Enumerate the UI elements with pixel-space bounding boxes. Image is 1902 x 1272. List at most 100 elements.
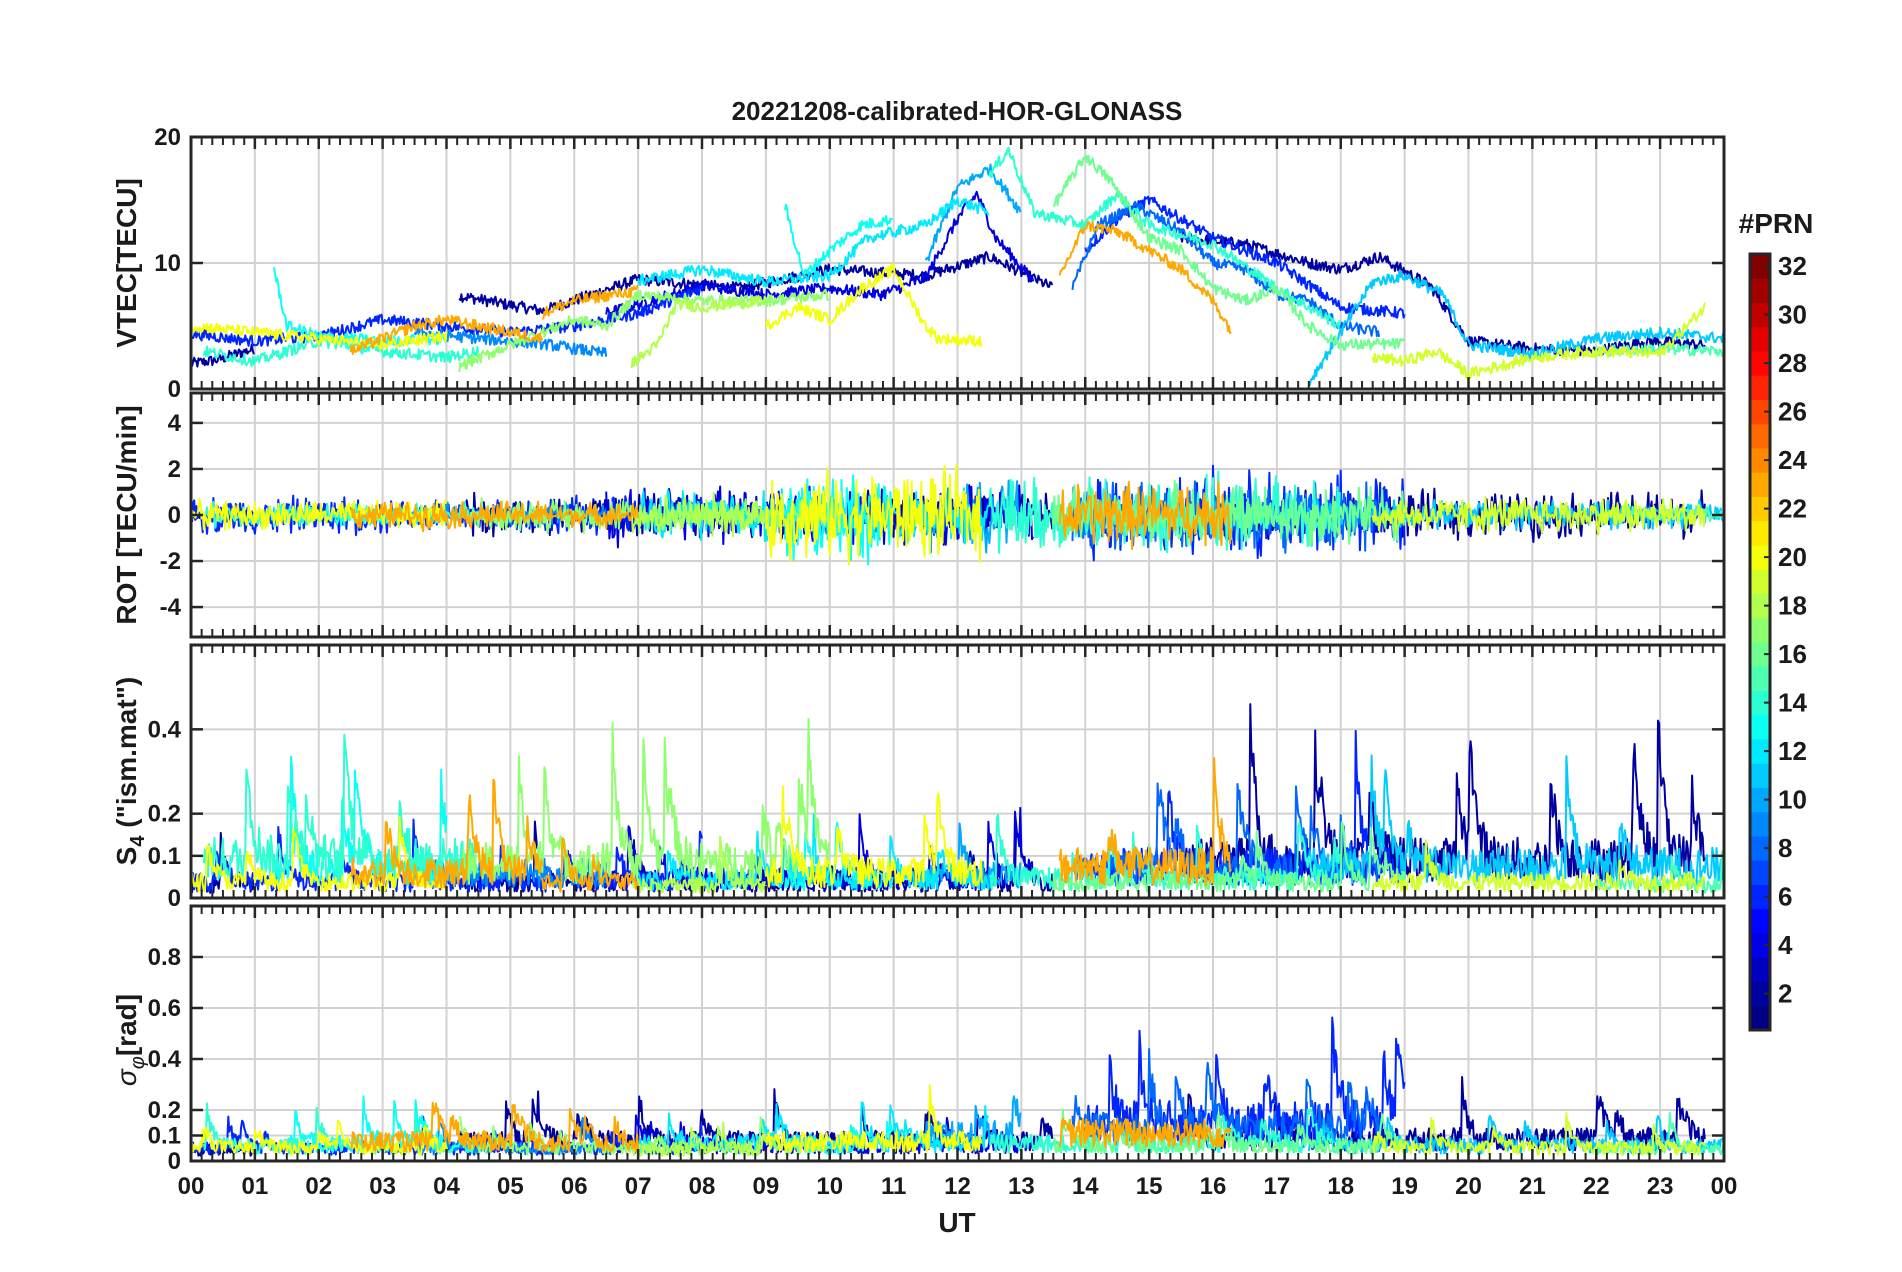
colorbar-cell (1750, 981, 1770, 1007)
ytick-label: 0.8 (148, 944, 181, 971)
colorbar-cell (1750, 1005, 1770, 1031)
panel-vtec-ytick-labels: 0 10 20 (154, 124, 181, 403)
colorbar-tick-label: 4 (1778, 930, 1793, 960)
series-line-prn-23 (349, 314, 544, 355)
colorbar-cells (1750, 254, 1770, 1031)
xtick-label: 11 (881, 1173, 906, 1200)
series-line-prn-18 (630, 491, 766, 538)
xtick-label: 14 (1072, 1173, 1099, 1200)
ytick-label: 0 (168, 885, 181, 912)
panel-sigphi-ylabel-main: σ (111, 1068, 142, 1086)
colorbar-cell (1750, 254, 1770, 279)
colorbar-tick-label: 22 (1778, 494, 1807, 524)
colorbar-cell (1750, 836, 1770, 861)
series-line-prn-19 (1371, 496, 1706, 536)
series-line-prn-13 (784, 203, 893, 276)
ytick-label: 0 (168, 1148, 181, 1175)
colorbar-tick-label: 6 (1778, 882, 1792, 912)
xtick-label: 08 (689, 1173, 716, 1200)
xtick-label: 15 (1136, 1173, 1163, 1200)
series-line-prn-15 (1595, 342, 1724, 358)
series-line-prn-20 (764, 785, 983, 889)
colorbar-cell (1750, 399, 1770, 425)
series-line-prn-23 (1058, 1117, 1233, 1149)
series-line-prn-19 (1371, 839, 1706, 893)
series-line-prn-16 (1053, 1108, 1406, 1155)
ytick-label: 10 (154, 250, 181, 277)
series-line-prn-14 (988, 1108, 1341, 1154)
series-line-prn-12 (637, 196, 990, 288)
panel-s4-lines (191, 703, 1724, 894)
panel-vtec-lines (191, 146, 1724, 386)
panel-sigphi-ylabel-sub: φ (127, 1056, 149, 1069)
xtick-label: 00 (178, 1173, 205, 1200)
series-line-prn-23 (349, 1101, 544, 1153)
colorbar-cell (1750, 448, 1770, 473)
xtick-label: 12 (944, 1173, 971, 1200)
panel-sigphi-frame (189, 904, 1726, 1163)
colorbar-cell (1750, 787, 1770, 813)
colorbar-cell (1750, 617, 1770, 643)
series-line-prn-20 (764, 1084, 983, 1153)
xtick-label: 05 (497, 1173, 524, 1200)
series-line-prn-10 (924, 163, 1022, 262)
colorbar-tick-label: 2 (1778, 979, 1792, 1009)
ytick-label: 0.2 (148, 801, 181, 828)
xtick-label: 01 (242, 1173, 269, 1200)
series-line-prn-16 (1052, 154, 1405, 352)
colorbar-cell (1750, 351, 1770, 376)
panel-vtec-ylabel: VTEC[TECU] (111, 178, 142, 348)
series-line-prn-17 (458, 718, 830, 885)
colorbar-cell (1750, 739, 1770, 764)
colorbar-tick-label: 32 (1778, 251, 1807, 281)
series-line-prn-18 (631, 835, 766, 894)
colorbar-cell (1750, 496, 1770, 522)
colorbar-cell (1750, 884, 1770, 910)
series-line-prn-20 (764, 263, 983, 348)
colorbar-tick-label: 28 (1778, 348, 1807, 378)
series-line-prn-20 (191, 322, 448, 351)
colorbar-cell (1750, 714, 1770, 740)
xtick-label: 21 (1519, 1173, 1546, 1200)
x-axis-label: UT (938, 1207, 975, 1238)
ytick-label: -2 (160, 548, 181, 575)
panel-rot-ytick-labels: -4 -2 0 2 4 (160, 410, 182, 621)
colorbar-cell (1750, 908, 1770, 934)
series-line-prn-6 (1084, 195, 1406, 319)
xtick-label: 04 (433, 1173, 460, 1200)
series-line-prn-6 (191, 284, 703, 347)
xtick-label: 22 (1583, 1173, 1610, 1200)
colorbar-tick-label: 16 (1778, 639, 1807, 669)
xtick-label: 09 (753, 1173, 780, 1200)
series-line-prn-23 (349, 778, 544, 889)
colorbar-cell (1750, 593, 1770, 619)
ytick-label: -4 (160, 594, 182, 621)
series-line-prn-20 (191, 497, 448, 531)
colorbar-title: #PRN (1739, 208, 1814, 239)
colorbar-cell (1750, 302, 1770, 328)
xtick-label: 13 (1008, 1173, 1035, 1200)
panel-sigphi-ylabel-rest: [rad] (111, 994, 142, 1056)
colorbar-tick-label: 14 (1778, 688, 1807, 718)
ytick-label: 2 (168, 456, 181, 483)
series-line-prn-18 (630, 1121, 766, 1157)
series-line-prn-19 (1371, 302, 1706, 379)
panel-sigphi-ylabel: σφ[rad] (111, 994, 149, 1086)
xtick-label: 06 (561, 1173, 588, 1200)
series-line-prn-18 (630, 294, 766, 369)
colorbar-cell (1750, 326, 1770, 352)
xtick-label: 19 (1391, 1173, 1418, 1200)
series-line-prn-14 (202, 336, 480, 368)
ytick-label: 0.4 (148, 716, 182, 743)
panel-vtec: 0 10 20 VTEC[TECU] (111, 124, 1726, 403)
colorbar-cell (1750, 375, 1770, 400)
colorbar-cell (1750, 763, 1770, 788)
panel-sigphi-ytick-labels: 00.10.2 0.4 0.6 0.8 (148, 944, 182, 1175)
colorbar-cell (1750, 666, 1770, 691)
xtick-label: 00 (1711, 1173, 1738, 1200)
colorbar-tick-label: 12 (1778, 736, 1807, 766)
panel-s4: 0 0.1 0.2 0.4 S4 ("ism.mat") (111, 643, 1726, 912)
colorbar-cell (1750, 545, 1770, 570)
colorbar-tick-label: 18 (1778, 591, 1807, 621)
